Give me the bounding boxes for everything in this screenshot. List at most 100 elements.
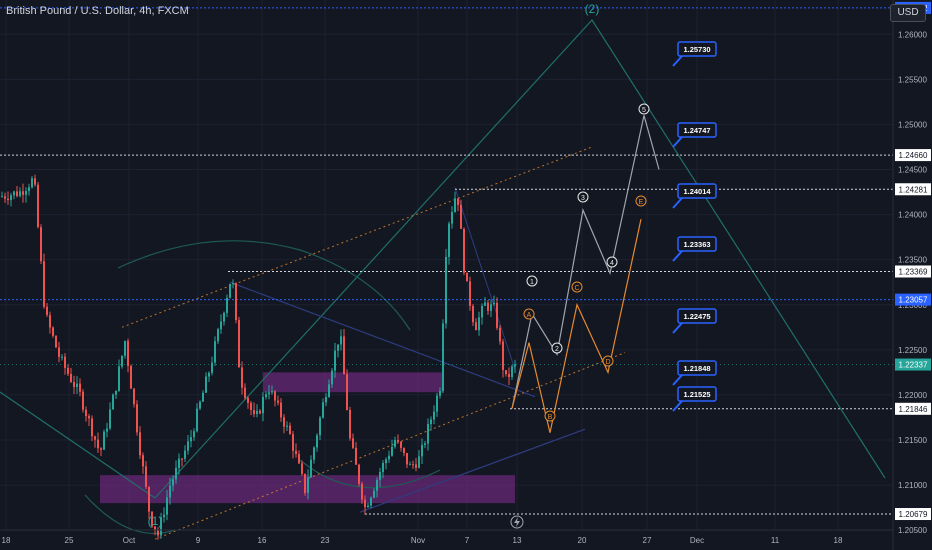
projected-path-orange [511, 218, 642, 433]
candle-body [16, 191, 18, 197]
target-callout-pointer [672, 136, 683, 148]
candle-body [130, 365, 132, 389]
candle-body [67, 367, 69, 374]
candle-body [100, 448, 102, 450]
target-callout-pointer [672, 197, 683, 209]
time-tick-label: Nov [411, 536, 425, 545]
candle-body [292, 434, 294, 451]
candle-body [229, 283, 231, 298]
target-callout: 1.25730 [672, 41, 717, 67]
candle-body [391, 446, 393, 456]
candle-body [433, 411, 435, 420]
time-tick-label: 18 [2, 536, 11, 545]
candle-body [484, 302, 486, 306]
candle-body [214, 341, 216, 363]
candle-body [73, 382, 75, 387]
candle-body [388, 455, 390, 460]
wave-label-orange-circle [602, 355, 614, 367]
price-tick-label: 1.22500 [898, 346, 927, 355]
candle-body [43, 261, 45, 307]
lightning-icon [510, 515, 524, 529]
candle-body [412, 464, 414, 466]
candle-body [193, 431, 195, 438]
candle-body [328, 384, 330, 398]
candle-body [250, 402, 252, 411]
currency-button[interactable]: USD [890, 4, 926, 22]
time-tick-label: 27 [643, 536, 652, 545]
candle-body [187, 441, 189, 451]
candle-body [64, 356, 66, 368]
candle-body [163, 514, 165, 518]
candle-body [52, 327, 54, 336]
target-callout-text: 1.21848 [683, 364, 710, 373]
candle-body [154, 526, 156, 531]
candle-body [397, 440, 399, 442]
wave-label-white-text: 1 [530, 279, 534, 286]
target-callout-text: 1.21525 [683, 390, 710, 399]
price-tick-label: 1.24500 [898, 166, 927, 175]
target-callout-box [677, 122, 717, 138]
candle-body [262, 396, 264, 414]
time-tick-label: Dec [690, 536, 704, 545]
candle-body [82, 391, 84, 410]
arc-curve-lower-left [84, 494, 176, 534]
candle-body [136, 404, 138, 433]
candle-body [361, 483, 363, 500]
wave-label-orange: A [523, 308, 535, 320]
supply-zone [263, 372, 443, 393]
candles [1, 174, 516, 540]
target-callout: 1.21848 [672, 360, 717, 386]
price-badge-box [895, 183, 931, 196]
candle-body [475, 322, 477, 331]
target-callout-box [677, 308, 717, 324]
price-badge-box [895, 293, 931, 306]
candle-body [253, 410, 255, 415]
candle-body [85, 409, 87, 417]
candle-body [505, 370, 507, 375]
candle-body [508, 374, 510, 378]
time-tick-label: 7 [465, 536, 470, 545]
candle-body [370, 497, 372, 506]
candle-body [118, 366, 120, 391]
candle-body [445, 256, 447, 324]
time-tick-label: 25 [65, 536, 74, 545]
wave-label-orange-circle [544, 410, 556, 422]
channel-upper [121, 146, 593, 328]
wave-label-white-text: 4 [610, 260, 614, 267]
candle-body [226, 297, 228, 313]
price-badge-box [895, 358, 931, 371]
candle-body [145, 466, 147, 487]
price-badge-text: 1.24281 [899, 185, 928, 194]
candle-body [415, 464, 417, 468]
wave-label-orange-circle [523, 308, 535, 320]
candle-body [58, 347, 60, 357]
candle-body [76, 383, 78, 387]
candle-body [424, 443, 426, 445]
candle-body [211, 362, 213, 373]
price-badge: 1.23057 [895, 293, 931, 306]
wave-label-orange: C [571, 281, 583, 293]
target-callout-box [677, 41, 717, 57]
candle-body [511, 366, 513, 378]
candle-body [127, 340, 129, 366]
wave-label-orange-circle [571, 281, 583, 293]
candle-body [313, 447, 315, 460]
candle-body [427, 424, 429, 444]
candle-body [196, 408, 198, 432]
price-badge-box [895, 265, 931, 278]
candle-body [286, 425, 288, 427]
candle-body [460, 205, 462, 229]
candle-body [430, 419, 432, 425]
candle-body [364, 499, 366, 508]
candle-body [448, 223, 450, 257]
candle-body [190, 437, 192, 442]
price-tick-label: 1.26000 [898, 30, 927, 39]
time-tick-label: 20 [578, 536, 587, 545]
target-callout-text: 1.24014 [683, 187, 711, 196]
candle-body [202, 392, 204, 402]
candle-body [247, 397, 249, 403]
target-callout-pointer [672, 374, 683, 386]
time-tick-label: Oct [123, 536, 136, 545]
